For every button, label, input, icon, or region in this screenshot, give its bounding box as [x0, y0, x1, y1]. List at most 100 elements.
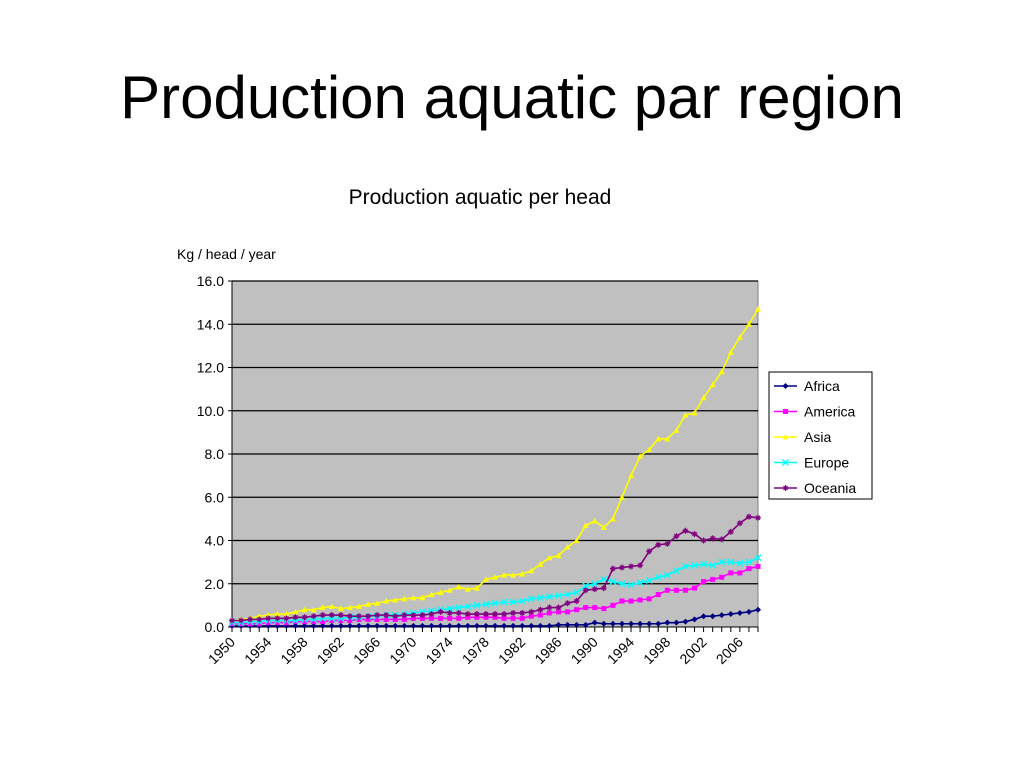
data-point-america	[619, 598, 625, 604]
data-point-asia	[328, 603, 335, 609]
x-tick-label: 2006	[713, 634, 746, 667]
data-point-oceania	[600, 585, 607, 592]
data-point-america	[537, 612, 543, 618]
chart-legend: Africa America Asia Europe Oceania	[768, 371, 873, 500]
data-point-asia	[428, 591, 435, 598]
y-tick-label: 0.0	[205, 619, 225, 635]
data-point-asia	[419, 594, 426, 601]
data-point-oceania	[392, 613, 399, 620]
x-tick-label: 2002	[676, 634, 709, 667]
data-point-asia	[401, 595, 408, 602]
data-point-america	[347, 618, 353, 624]
data-point-asia	[446, 587, 453, 593]
data-point-oceania	[691, 531, 698, 538]
data-point-africa	[745, 608, 752, 615]
data-point-asia	[673, 427, 680, 433]
data-point-europe	[446, 605, 454, 613]
data-point-america	[365, 616, 371, 622]
data-point-asia	[355, 603, 362, 609]
data-point-africa	[328, 622, 335, 629]
data-point-africa	[691, 616, 698, 623]
x-axis-ticks: 1950 1954 1958 1962 1966 1970 1974 1978 1982 1986…	[205, 626, 759, 667]
data-point-america	[338, 618, 344, 624]
data-point-asia	[383, 598, 390, 604]
data-point-asia	[392, 596, 399, 603]
data-point-america	[628, 598, 634, 604]
data-point-oceania	[410, 612, 417, 619]
data-point-asia	[564, 543, 571, 550]
data-point-oceania	[446, 609, 453, 616]
legend-label-africa: Africa	[804, 378, 840, 394]
x-tick-label: 1970	[386, 634, 419, 667]
series-layer	[228, 306, 762, 629]
data-point-asia	[283, 611, 290, 617]
data-point-asia	[464, 586, 471, 592]
legend-label-oceania: Oceania	[804, 480, 856, 496]
data-point-europe	[545, 593, 553, 601]
data-point-africa	[510, 622, 517, 629]
data-point-africa	[646, 620, 653, 627]
data-point-america	[356, 616, 362, 622]
data-point-oceania	[682, 527, 689, 534]
data-point-oceania	[618, 564, 625, 571]
data-point-europe	[691, 561, 699, 569]
data-point-oceania	[564, 600, 571, 607]
legend-item-oceania: Oceania	[774, 480, 856, 496]
data-point-oceania	[247, 616, 254, 623]
data-point-europe	[727, 558, 735, 566]
legend-label-america: America	[804, 404, 856, 420]
data-point-oceania	[256, 616, 263, 623]
data-point-africa	[482, 622, 489, 629]
data-point-europe	[509, 598, 517, 606]
data-point-asia	[709, 381, 716, 388]
y-tick-label: 8.0	[205, 446, 225, 462]
data-point-asia	[546, 554, 553, 561]
data-point-oceania	[482, 611, 489, 618]
data-point-africa	[736, 609, 743, 616]
data-point-oceania	[437, 608, 444, 615]
data-point-europe	[663, 571, 671, 579]
data-point-oceania	[419, 612, 426, 619]
data-point-oceania	[383, 612, 390, 619]
data-point-europe	[500, 598, 508, 606]
data-point-oceania	[628, 563, 635, 570]
data-point-africa	[709, 613, 716, 620]
data-point-america	[292, 619, 298, 625]
data-point-america	[755, 563, 761, 569]
data-point-oceania	[755, 514, 761, 521]
data-point-asia	[274, 611, 281, 617]
data-point-africa	[673, 619, 680, 626]
data-point-america	[574, 607, 580, 613]
data-point-africa	[401, 622, 408, 629]
data-point-oceania	[700, 537, 707, 544]
data-point-africa	[528, 622, 535, 629]
data-point-oceania	[301, 614, 308, 621]
data-point-asia	[319, 604, 326, 611]
data-point-asia	[664, 435, 671, 442]
data-point-europe	[582, 582, 590, 590]
legend-item-america: America	[774, 404, 856, 420]
y-tick-label: 14.0	[197, 316, 224, 332]
x-tick-label: 1990	[568, 634, 601, 667]
data-point-europe	[464, 602, 472, 610]
y-tick-label: 2.0	[205, 576, 225, 592]
data-point-asia	[637, 453, 644, 459]
data-point-america	[692, 585, 698, 591]
data-point-asia	[691, 409, 698, 416]
x-tick-label: 1954	[241, 634, 274, 667]
data-point-asia	[365, 601, 372, 607]
legend-marker-oceania	[782, 485, 789, 491]
data-point-oceania	[310, 613, 317, 620]
data-point-africa	[292, 622, 299, 629]
data-point-america	[274, 620, 280, 626]
x-tick-label: 1982	[495, 634, 528, 667]
data-point-europe	[482, 600, 490, 608]
data-point-america	[383, 616, 389, 622]
data-point-asia	[618, 494, 625, 500]
data-point-oceania	[455, 609, 462, 616]
data-point-europe	[591, 580, 599, 588]
data-point-asia	[745, 321, 752, 327]
x-tick-label: 1966	[350, 634, 383, 667]
data-point-oceania	[292, 614, 299, 621]
data-point-america	[320, 619, 326, 625]
